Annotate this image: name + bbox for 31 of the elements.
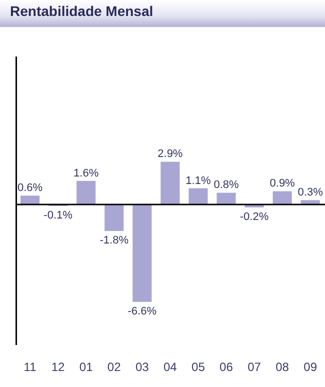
- data-label: -0.1%: [44, 209, 73, 222]
- bar: [132, 204, 152, 302]
- bar: [20, 196, 40, 204]
- bar: [272, 191, 292, 204]
- chart-title: Rentabilidade Mensal: [0, 0, 325, 27]
- x-tick-label: 09: [304, 360, 318, 374]
- data-label: 1.6%: [74, 167, 99, 180]
- bar: [76, 180, 96, 204]
- x-tick-label: 05: [192, 360, 206, 374]
- data-label: 0.3%: [298, 186, 324, 199]
- x-tick-label: 02: [107, 360, 122, 374]
- data-label: -1.8%: [100, 234, 129, 247]
- x-tick-label: 12: [51, 360, 66, 374]
- bar: [216, 192, 236, 204]
- data-label: 0.6%: [17, 182, 43, 194]
- bar: [104, 204, 124, 232]
- data-label: 1.1%: [186, 174, 211, 187]
- x-tick-label: 01: [79, 360, 94, 374]
- x-tick-label: 08: [276, 360, 290, 374]
- data-label: 2.9%: [158, 148, 183, 160]
- x-tick-label: 07: [248, 360, 262, 374]
- data-label: -0.2%: [240, 210, 269, 223]
- bar: [160, 162, 180, 204]
- x-tick-label: 06: [220, 360, 234, 374]
- bar: [188, 188, 208, 204]
- x-tick-label: 04: [163, 360, 178, 374]
- x-tick-label: 03: [135, 360, 150, 374]
- data-label: 0.8%: [214, 179, 239, 192]
- x-tick-label: 11: [24, 360, 37, 374]
- data-label: -6.6%: [128, 305, 157, 318]
- data-label: 0.9%: [270, 178, 296, 190]
